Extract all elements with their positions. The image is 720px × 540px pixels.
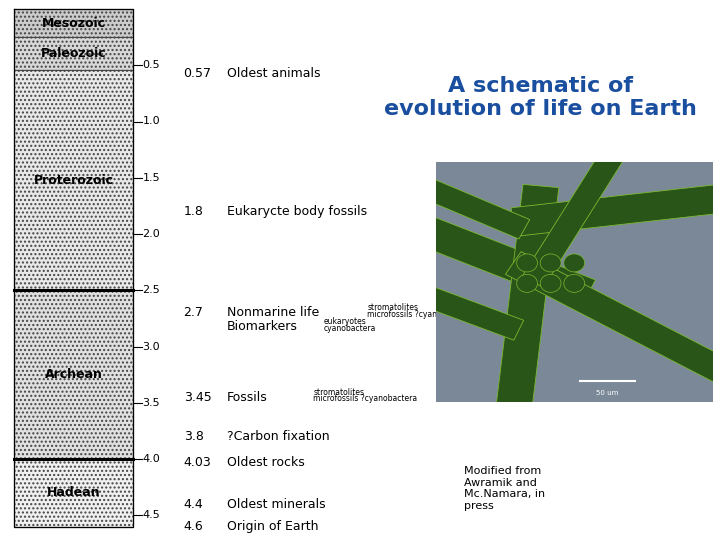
- Text: Oldest minerals: Oldest minerals: [227, 497, 325, 510]
- Text: Modified from
Awramik and
Mc.Namara, in
press: Modified from Awramik and Mc.Namara, in …: [464, 467, 546, 511]
- Ellipse shape: [540, 274, 561, 292]
- Text: 4.6: 4.6: [184, 520, 203, 533]
- Text: Oldest animals: Oldest animals: [227, 66, 320, 79]
- Bar: [495, 184, 559, 416]
- Bar: [414, 215, 595, 308]
- Text: 2.7: 2.7: [184, 306, 204, 319]
- Ellipse shape: [564, 274, 585, 292]
- Text: Archean: Archean: [45, 368, 103, 381]
- Text: Biomarkers: Biomarkers: [227, 320, 297, 333]
- Text: 0.5: 0.5: [143, 60, 160, 70]
- Text: Proterozoic: Proterozoic: [34, 173, 114, 186]
- Text: stromatolites: stromatolites: [313, 388, 364, 396]
- Bar: [511, 184, 720, 237]
- Bar: [14, 70, 133, 291]
- Ellipse shape: [540, 254, 561, 272]
- Bar: [416, 176, 530, 239]
- Text: 3.5: 3.5: [143, 398, 160, 408]
- Text: microfossils ?cyanobactera: microfossils ?cyanobactera: [313, 394, 418, 403]
- Bar: [14, 9, 133, 37]
- Text: Mesozoic: Mesozoic: [42, 17, 106, 30]
- Text: microfossils ?cyanobactera: microfossils ?cyanobactera: [367, 310, 472, 319]
- Text: Hadean: Hadean: [47, 486, 101, 500]
- Text: 0.57: 0.57: [184, 66, 212, 79]
- Text: 2.0: 2.0: [143, 229, 161, 239]
- Bar: [14, 291, 133, 459]
- Bar: [417, 284, 523, 340]
- Ellipse shape: [564, 254, 585, 272]
- Bar: [505, 252, 720, 385]
- Text: Nonmarine life: Nonmarine life: [227, 306, 319, 319]
- Text: 4.0: 4.0: [143, 454, 161, 464]
- Text: 1.8: 1.8: [184, 205, 204, 218]
- Text: Eukarycte body fossils: Eukarycte body fossils: [227, 205, 367, 218]
- Text: 3.0: 3.0: [143, 341, 160, 352]
- Text: Paleozoic: Paleozoic: [41, 47, 107, 60]
- Text: 2.5: 2.5: [143, 285, 161, 295]
- Text: Fossils: Fossils: [227, 390, 268, 403]
- Text: 3.45: 3.45: [184, 390, 212, 403]
- Text: 4.03: 4.03: [184, 456, 212, 469]
- Text: Oldest rocks: Oldest rocks: [227, 456, 305, 469]
- Text: A schematic of
evolution of life on Earth: A schematic of evolution of life on Eart…: [384, 76, 696, 119]
- Text: cyanobactera: cyanobactera: [324, 324, 377, 333]
- Text: ?Carbon fixation: ?Carbon fixation: [227, 430, 330, 443]
- Bar: [14, 459, 133, 526]
- Bar: [14, 37, 133, 70]
- Text: 1.5: 1.5: [143, 173, 160, 183]
- Text: 4.4: 4.4: [184, 497, 203, 510]
- Text: 1.0: 1.0: [143, 117, 160, 126]
- Text: eukaryotes: eukaryotes: [324, 317, 366, 326]
- Bar: [522, 145, 626, 287]
- Text: stromatolites: stromatolites: [367, 303, 418, 312]
- Ellipse shape: [517, 274, 537, 292]
- Text: Origin of Earth: Origin of Earth: [227, 520, 318, 533]
- Ellipse shape: [517, 254, 537, 272]
- Text: 3.8: 3.8: [184, 430, 204, 443]
- Text: 50 um: 50 um: [596, 390, 618, 396]
- Text: 4.5: 4.5: [143, 510, 161, 520]
